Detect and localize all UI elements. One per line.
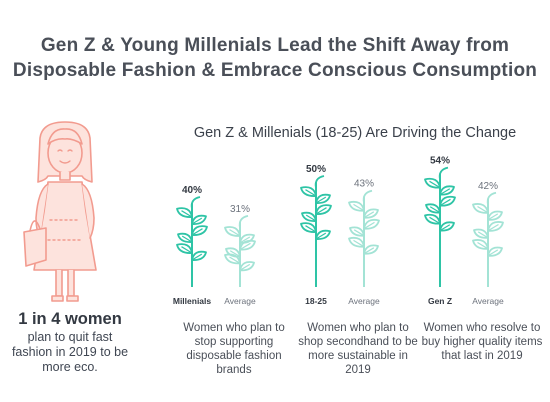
group-3-average-plant: [472, 191, 504, 287]
group-description-2: Women who plan to shop secondhand to be …: [298, 322, 418, 376]
group-3-average-value-label: 42%: [478, 181, 498, 192]
group-2-primary-leaf: [300, 186, 317, 197]
group-1-average-leaf: [225, 247, 241, 258]
plant-chart: 40% Millenials 31% Average 50% 18-25 43% Averag…: [173, 156, 504, 306]
highlight-stat: 1 in 4 women: [18, 310, 122, 328]
group-1-primary-leaf: [191, 250, 207, 261]
group-3-primary-leaf: [424, 213, 441, 225]
group-2-primary-leaf: [301, 211, 317, 222]
group-1-primary-plant: [176, 196, 208, 287]
group-2-primary-leaf: [315, 193, 331, 204]
group-3-primary-category-label: Gen Z: [428, 296, 452, 306]
group-3-primary-leaf: [439, 221, 455, 232]
woman-illustration: [23, 121, 97, 302]
title-line-1: Gen Z & Young Millenials Lead the Shift …: [40, 35, 510, 56]
group-3-primary-leaf: [424, 177, 441, 189]
group-3-average-leaf: [472, 239, 489, 250]
group-1-average-leaf: [239, 233, 255, 244]
group-description-3: Women who resolve to buy higher quality …: [421, 322, 543, 362]
group-1-average-leaf: [239, 239, 256, 251]
group-2-average-leaf: [348, 236, 365, 248]
group-3-average-leaf: [487, 246, 503, 257]
group-1-average-value-label: 31%: [230, 204, 250, 215]
group-2-primary-category-label: 18-25: [305, 296, 327, 306]
group-1-primary-value-label: 40%: [182, 185, 202, 196]
group-2-average-leaf: [363, 244, 379, 255]
title-line-2: Disposable Fashion & Embrace Conscious C…: [12, 60, 538, 81]
group-3-primary-leaf: [425, 203, 441, 214]
group-1-average-leaf: [224, 226, 241, 237]
group-2-average-leaf: [363, 208, 379, 219]
group-3-average-leaf: [487, 221, 504, 232]
group-2-average-value-label: 43%: [354, 179, 374, 190]
group-1-average-leaf: [239, 261, 255, 272]
group-1-primary-leaf: [177, 232, 193, 243]
page-title: Gen Z & Young Millenials Lead the Shift …: [0, 33, 550, 83]
group-2-primary-leaf: [300, 222, 317, 233]
chart-subtitle: Gen Z & Millenials (18-25) Are Driving t…: [193, 125, 517, 141]
group-2-primary-leaf: [315, 229, 331, 240]
group-2-primary-leaf: [315, 204, 332, 215]
group-3-primary-plant: [424, 166, 456, 287]
highlight-description: plan to quit fast fashion in 2019 to be …: [11, 330, 129, 374]
group-1-average-leaf: [224, 253, 241, 265]
group-3-primary-value-label: 54%: [430, 156, 450, 167]
group-3-average-leaf: [487, 210, 503, 221]
group-description-1: Women who plan to stop supporting dispos…: [183, 322, 285, 376]
group-3-average-leaf: [473, 228, 489, 239]
group-2-average-leaf: [348, 200, 365, 212]
group-2-average-category-label: Average: [348, 296, 380, 306]
group-2-primary-value-label: 50%: [306, 164, 326, 175]
group-3-average-category-label: Average: [472, 296, 504, 306]
group-1-average-plant: [224, 215, 256, 287]
group-2-average-leaf: [363, 218, 380, 230]
group-1-primary-leaf: [176, 207, 193, 218]
group-3-primary-leaf: [439, 185, 455, 196]
group-3-primary-leaf: [439, 195, 456, 207]
group-1-average-category-label: Average: [224, 296, 256, 306]
group-1-primary-leaf: [191, 225, 208, 236]
group-2-primary-plant: [300, 175, 332, 287]
group-3-average-leaf: [472, 203, 489, 214]
group-1-primary-category-label: Millenials: [173, 296, 212, 306]
group-1-primary-leaf: [191, 214, 207, 225]
group-2-average-plant: [348, 189, 380, 287]
group-1-primary-leaf: [176, 243, 193, 254]
group-2-average-leaf: [349, 226, 365, 237]
